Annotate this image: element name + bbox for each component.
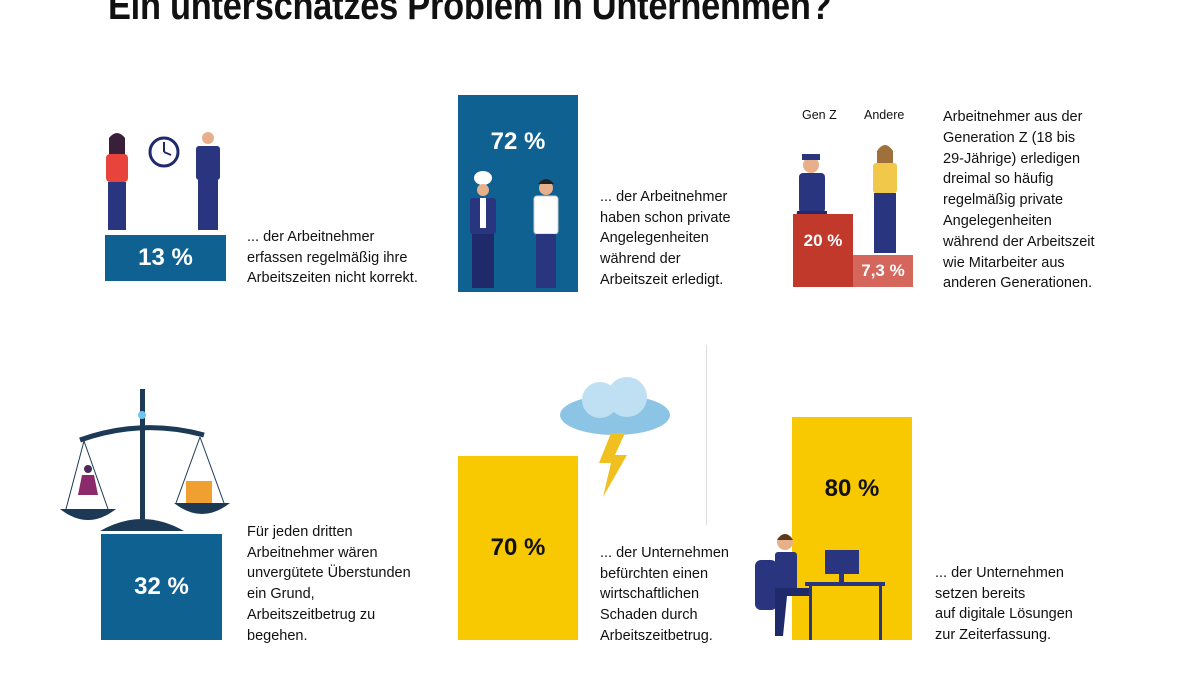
- divider: [706, 345, 707, 525]
- stat-description: ... der Arbeitnehmer haben schon private…: [600, 189, 731, 288]
- stat-bar-13: 13 %: [105, 235, 226, 281]
- storm-cloud-icon: [560, 377, 670, 497]
- stat-description: Für jeden dritten Arbeitnehmer wären unv…: [247, 524, 411, 644]
- stat-description: ... der Unternehmen befürchten einen wir…: [600, 545, 729, 644]
- people-with-clock-icon: [106, 132, 220, 230]
- stat-bar-andere: 7,3 %: [853, 255, 913, 287]
- stat-description: ... der Unternehmen setzen bereits auf d…: [935, 565, 1073, 644]
- stat-bar-72: 72 %: [458, 95, 578, 292]
- page-title: Ein unterschätzes Problem in Unternehmen…: [108, 0, 832, 28]
- stat-value: 32 %: [134, 573, 189, 600]
- stat-bar-70: 70 %: [458, 456, 578, 640]
- stat-value: 13 %: [138, 244, 193, 271]
- label-gen-z: Gen Z: [802, 108, 837, 122]
- stat-description: Arbeitnehmer aus der Generation Z (18 bi…: [943, 109, 1095, 292]
- stat-value: 72 %: [490, 128, 546, 155]
- person-at-computer-icon: [755, 534, 885, 640]
- stat-bar-gen-z: 20 %: [793, 214, 853, 287]
- label-andere: Andere: [864, 108, 905, 122]
- stat-value: 20 %: [803, 231, 843, 250]
- balance-scale-icon: [60, 389, 230, 531]
- stat-description: ... der Arbeitnehmer erfassen regelmäßig…: [247, 229, 418, 287]
- stat-value: 70 %: [490, 534, 546, 561]
- chef-and-worker-icon: [470, 171, 559, 288]
- stat-value: 7,3 %: [861, 261, 905, 280]
- stat-bar-32: 32 %: [101, 534, 222, 640]
- stat-value: 80 %: [824, 475, 880, 502]
